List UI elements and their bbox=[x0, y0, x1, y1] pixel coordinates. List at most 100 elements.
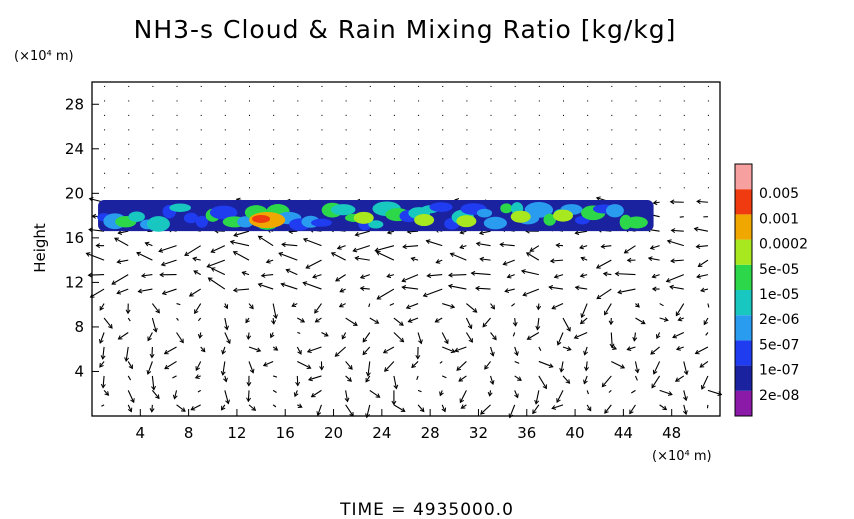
y-tick-label: 28 bbox=[65, 95, 84, 113]
wind-vector-head bbox=[180, 407, 186, 412]
wind-vector-head bbox=[573, 334, 579, 340]
wind-vector bbox=[538, 360, 553, 368]
wind-vector bbox=[184, 245, 201, 256]
wind-vector-head bbox=[270, 320, 276, 325]
wind-vector bbox=[99, 332, 105, 344]
wind-vector-head bbox=[655, 334, 661, 340]
wind-vector bbox=[127, 390, 135, 403]
wind-vector bbox=[676, 346, 684, 350]
wind-vector bbox=[258, 283, 274, 290]
wind-vector-head bbox=[305, 264, 311, 269]
wind-vector-head bbox=[114, 237, 119, 242]
wind-vector-head bbox=[374, 319, 380, 324]
colorbar-swatch bbox=[735, 365, 752, 391]
wind-vector-head bbox=[402, 244, 407, 250]
wind-vector-head bbox=[160, 261, 166, 267]
wind-vector bbox=[521, 270, 539, 276]
wind-vector-head bbox=[260, 272, 266, 278]
wind-vector bbox=[369, 389, 380, 398]
wind-vector-head bbox=[401, 285, 407, 290]
x-tick-label: 44 bbox=[614, 424, 633, 442]
wind-vector-head bbox=[556, 398, 561, 403]
wind-vector-head bbox=[341, 334, 347, 340]
wind-vector bbox=[151, 303, 160, 314]
wind-vector bbox=[297, 317, 305, 323]
wind-vector bbox=[624, 245, 636, 254]
wind-vector-head bbox=[155, 308, 160, 314]
wind-vector-head bbox=[159, 272, 164, 278]
wind-vector-head bbox=[459, 398, 465, 404]
wind-vector-head bbox=[666, 239, 672, 245]
wind-vector-head bbox=[95, 243, 101, 249]
wind-vector-head bbox=[223, 304, 229, 310]
wind-vector bbox=[441, 332, 449, 344]
wind-vector bbox=[233, 251, 250, 261]
wind-vector-head bbox=[195, 366, 200, 372]
wind-vector-head bbox=[273, 314, 278, 320]
wind-vector bbox=[317, 404, 322, 416]
wind-vector bbox=[164, 346, 177, 355]
wind-vector-head bbox=[467, 324, 473, 330]
wind-vector bbox=[321, 332, 329, 337]
wind-vector bbox=[339, 303, 346, 308]
wind-vector-head bbox=[100, 355, 106, 360]
wind-vector-head bbox=[116, 259, 122, 265]
wind-vector bbox=[173, 390, 178, 399]
wind-vector-head bbox=[399, 337, 405, 343]
wind-vector-head bbox=[140, 273, 146, 279]
wind-vector-head bbox=[149, 353, 155, 359]
cloud-layer bbox=[97, 200, 654, 232]
wind-vector bbox=[296, 346, 302, 355]
wind-vector bbox=[471, 272, 491, 276]
wind-vector bbox=[278, 252, 298, 261]
wind-vector bbox=[479, 230, 491, 234]
wind-vector bbox=[581, 257, 588, 261]
colorbar-label: 0.005 bbox=[759, 186, 799, 202]
wind-vector-head bbox=[391, 400, 397, 406]
wind-vector bbox=[459, 390, 467, 403]
wind-vector-head bbox=[100, 383, 106, 389]
cloud-max-core bbox=[252, 214, 271, 223]
wind-vector bbox=[172, 375, 177, 379]
wind-vector-head bbox=[172, 394, 178, 400]
wind-vector-head bbox=[634, 368, 640, 374]
wind-vector-head bbox=[336, 245, 342, 250]
wind-vector-head bbox=[104, 391, 110, 396]
wind-vector bbox=[672, 332, 685, 339]
wind-vector bbox=[667, 240, 684, 247]
wind-vector bbox=[575, 230, 588, 234]
wind-vector bbox=[103, 317, 113, 329]
wind-vector bbox=[151, 317, 157, 332]
wind-vector bbox=[610, 332, 613, 348]
wind-vector-head bbox=[151, 385, 157, 391]
wind-vector-head bbox=[339, 288, 345, 293]
wind-vector bbox=[460, 230, 467, 234]
wind-vector-head bbox=[683, 370, 689, 376]
wind-vector-head bbox=[441, 407, 447, 413]
wind-vector-head bbox=[257, 235, 263, 241]
wind-vector-head bbox=[285, 268, 291, 274]
wind-vector-head bbox=[670, 258, 675, 264]
colorbar-label: 1e-05 bbox=[759, 287, 799, 303]
x-tick-label: 12 bbox=[227, 424, 246, 442]
wind-vector bbox=[522, 288, 540, 296]
wind-vector bbox=[627, 346, 636, 351]
wind-vector bbox=[604, 404, 612, 414]
wind-vector bbox=[549, 286, 564, 290]
cloud-patch bbox=[183, 212, 199, 224]
wind-vector bbox=[197, 389, 201, 393]
wind-vector bbox=[376, 251, 395, 261]
wind-vector bbox=[297, 360, 311, 369]
wind-vector-head bbox=[579, 273, 585, 278]
wind-vector bbox=[652, 274, 660, 278]
wind-vector bbox=[659, 317, 669, 321]
wind-vector bbox=[551, 404, 564, 410]
wind-vector bbox=[99, 361, 105, 368]
y-axis-label: Height bbox=[31, 223, 49, 273]
wind-vector-head bbox=[526, 335, 532, 340]
wind-vector bbox=[102, 375, 105, 388]
wind-vector-head bbox=[400, 407, 406, 412]
wind-vector-head bbox=[410, 256, 416, 262]
wind-vector bbox=[465, 317, 472, 329]
wind-vector-head bbox=[347, 377, 352, 382]
